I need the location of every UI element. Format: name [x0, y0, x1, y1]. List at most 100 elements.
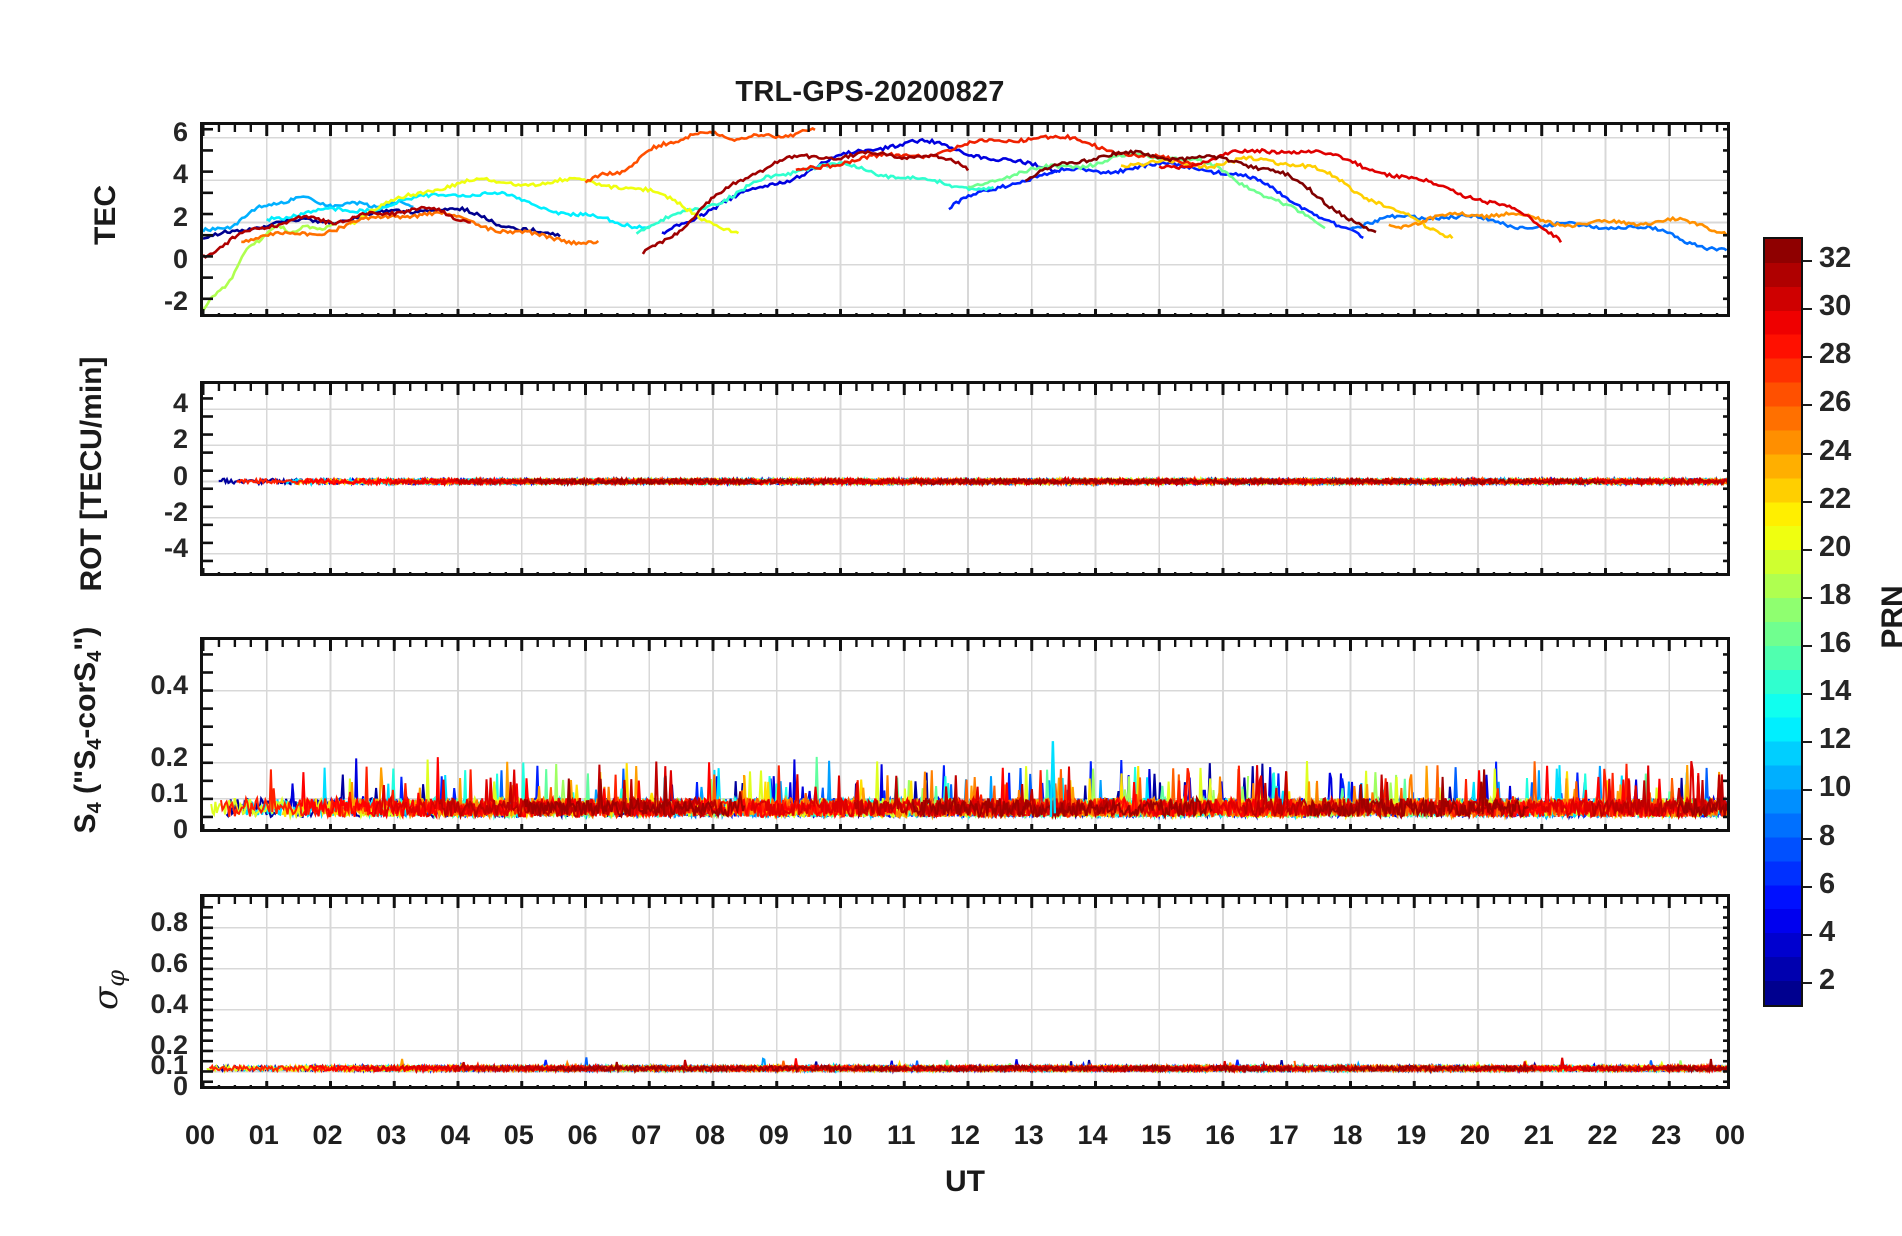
panel-rot[interactable]: [200, 381, 1730, 576]
colorbar-tick-20: 20: [1819, 530, 1852, 563]
x-tick-18: 18: [1332, 1120, 1363, 1150]
s4-trace-prn-32: [523, 775, 746, 820]
colorbar-tickmark-22: [1803, 500, 1812, 503]
x-tick-13: 13: [1013, 1120, 1044, 1150]
panel-rot-ytick-neg4: -4: [163, 532, 188, 563]
colorbar-tickmark-24: [1803, 452, 1812, 455]
colorbar-tick-30: 30: [1819, 290, 1852, 323]
colorbar-tick-6: 6: [1819, 867, 1836, 900]
x-tick-5: 05: [503, 1120, 534, 1150]
colorbar-tick-12: 12: [1819, 723, 1852, 756]
x-tick-10: 10: [822, 1120, 853, 1150]
panel-s4-ytick-0p2: 0.2: [150, 741, 188, 772]
panel-sigmaphi-canvas: [203, 897, 1727, 1086]
panel-tec-ytick-6: 6: [172, 116, 188, 147]
colorbar-tick-32: 32: [1819, 242, 1852, 275]
rot-trace-prn-32: [528, 475, 831, 487]
panel-tec-ytick-2: 2: [172, 201, 188, 232]
x-tick-15: 15: [1141, 1120, 1172, 1150]
panel-tec-ytick-4: 4: [172, 159, 188, 190]
tec-trace-prn-31: [641, 149, 970, 255]
colorbar-tickmark-12: [1803, 741, 1812, 744]
s4-trace-prn-30: [750, 766, 1084, 819]
colorbar-tickmark-2: [1803, 981, 1812, 984]
colorbar-tick-28: 28: [1819, 338, 1852, 371]
panel-tec-ytick-0: 0: [172, 243, 188, 274]
x-tick-8: 08: [694, 1120, 726, 1150]
colorbar-tickmark-6: [1803, 885, 1812, 888]
sigmaphi-trace-prn-32: [912, 1062, 1292, 1074]
x-tick-19: 19: [1396, 1120, 1427, 1150]
x-tick-24: 00: [1714, 1120, 1746, 1150]
tec-trace-prn-6: [948, 160, 1364, 239]
x-axis-label: UT: [945, 1165, 985, 1198]
panel-s4-ytick-0p4: 0.4: [150, 669, 188, 700]
x-tick-11: 11: [886, 1120, 916, 1150]
colorbar-tick-24: 24: [1819, 434, 1852, 467]
panel-tec-canvas: [203, 125, 1727, 314]
s4-trace-prn-32: [911, 794, 1213, 821]
x-tick-16: 16: [1204, 1120, 1236, 1150]
panel-s4-ytick-0: 0: [172, 814, 188, 844]
page-title: TRL-GPS-20200827: [735, 76, 1005, 108]
panel-rot-ytick-4: 4: [172, 388, 188, 419]
colorbar-tickmark-28: [1803, 356, 1812, 359]
panel-sigmaphi-ytick-0p1: 0.1: [150, 1050, 188, 1081]
panel-sigmaphi-ytick-0p8: 0.8: [150, 906, 188, 937]
x-tick-14: 14: [1077, 1120, 1108, 1150]
panel-tec-tickmarks: [203, 125, 1727, 314]
x-tick-7: 07: [631, 1120, 662, 1150]
colorbar-tickmark-20: [1803, 548, 1812, 551]
tec-trace-prn-12: [266, 190, 650, 230]
panel-sigmaphi-ylabel: σφ: [86, 969, 130, 1010]
colorbar-tickmark-26: [1803, 404, 1812, 407]
x-tick-1: 01: [248, 1120, 279, 1150]
panel-tec[interactable]: [200, 122, 1730, 317]
panel-tec-ylabel: TEC: [89, 184, 122, 245]
panel-rot-canvas: [203, 384, 1727, 573]
sigmaphi-trace-prn-28: [208, 1061, 485, 1074]
s4-max-spike: [1049, 741, 1057, 817]
panel-sigmaphi-ytick-0p4: 0.4: [150, 988, 188, 1019]
x-tick-23: 23: [1651, 1120, 1682, 1150]
sigmaphi-trace-prn-32: [550, 1061, 909, 1075]
tec-trace-prn-25: [241, 210, 600, 246]
panel-s4-ytick-0p1: 0.1: [150, 777, 188, 808]
s4-trace-prn-32: [1676, 797, 1727, 818]
panel-sigmaphi-tickmarks: [203, 897, 1727, 1086]
sigmaphi-trace-prn-32: [1316, 1063, 1536, 1073]
colorbar-tick-10: 10: [1819, 771, 1852, 804]
panel-sigmaphi[interactable]: [200, 894, 1730, 1089]
colorbar-tickmark-10: [1803, 789, 1812, 792]
colorbar-tick-14: 14: [1819, 675, 1852, 708]
colorbar-tickmark-18: [1803, 596, 1812, 599]
colorbar-tick-8: 8: [1819, 819, 1836, 852]
colorbar[interactable]: [1763, 237, 1803, 1007]
panel-s4[interactable]: [200, 637, 1730, 832]
sigmaphi-trace-prn-32: [1667, 1058, 1727, 1074]
colorbar-tickmark-30: [1803, 308, 1812, 311]
colorbar-tick-26: 26: [1819, 386, 1852, 419]
colorbar-tickmark-32: [1803, 260, 1812, 263]
x-tick-17: 17: [1268, 1120, 1299, 1150]
colorbar-tickmark-4: [1803, 933, 1812, 936]
x-tick-6: 06: [567, 1120, 598, 1150]
x-tick-22: 22: [1587, 1120, 1618, 1150]
rot-trace-prn-32: [1326, 476, 1606, 487]
s4-trace-prn-31: [853, 775, 1116, 821]
colorbar-tick-16: 16: [1819, 627, 1852, 660]
panel-s4-canvas: [203, 640, 1727, 829]
colorbar-tickmark-16: [1803, 645, 1812, 648]
colorbar-tick-4: 4: [1819, 915, 1836, 948]
s4-trace-prn-32: [1308, 769, 1529, 820]
rot-trace-prn-31: [1606, 476, 1727, 488]
x-tick-0: 00: [184, 1120, 216, 1150]
colorbar-label: PRN: [1876, 585, 1902, 649]
panel-rot-tickmarks: [203, 384, 1727, 573]
tec-trace-prn-26: [584, 127, 816, 184]
tec-trace-prn-20: [348, 176, 740, 235]
x-tick-2: 02: [312, 1120, 343, 1150]
colorbar-tick-2: 2: [1819, 963, 1836, 996]
x-tick-20: 20: [1459, 1120, 1491, 1150]
